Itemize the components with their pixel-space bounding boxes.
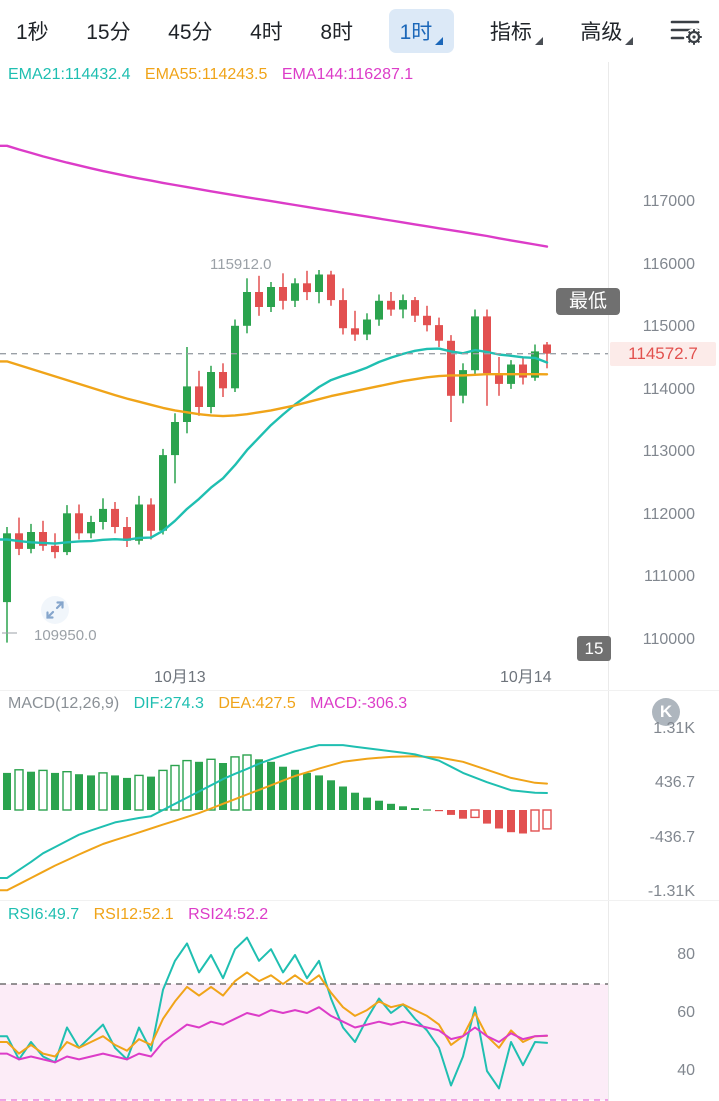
tab-4h[interactable]: 4时 <box>248 9 285 53</box>
last-price-tag: 114572.7 <box>610 342 716 366</box>
price-tick: 110000 <box>642 631 695 648</box>
macd-value: MACD:-306.3 <box>310 695 408 712</box>
price-tick: 117000 <box>642 193 695 210</box>
macd-tick: 1.31K <box>653 720 695 737</box>
tab-indicators[interactable]: 指标 <box>488 9 545 53</box>
tab-1h-selected[interactable]: 1时 <box>388 9 455 53</box>
chevron-corner-icon <box>534 37 543 45</box>
macd-tick: 436.7 <box>654 774 695 791</box>
tab-label: 4时 <box>250 21 283 44</box>
tab-label: 45分 <box>168 21 213 44</box>
price-tick: 111000 <box>643 568 695 585</box>
macd-chart[interactable] <box>0 690 719 900</box>
tab-label: 8时 <box>320 21 354 44</box>
axis-separator-line <box>608 62 609 1101</box>
price-tick: 114000 <box>642 381 695 398</box>
rsi-tick: 40 <box>677 1062 695 1079</box>
macd-legend: MACD(12,26,9) DIF:274.3 DEA:427.5 MACD:-… <box>8 695 417 713</box>
rsi-chart[interactable] <box>0 900 719 1101</box>
expand-arrows-icon <box>41 596 69 624</box>
rsi-legend: RSI6:49.7 RSI12:52.1 RSI24:52.2 <box>8 906 278 924</box>
k-indicator-badge[interactable]: K <box>652 698 680 726</box>
expand-icon[interactable] <box>40 595 70 625</box>
price-tick: 113000 <box>642 443 695 460</box>
tab-label: 高级 <box>580 21 623 44</box>
high-price-label: 115912.0 <box>210 256 272 273</box>
tab-1s[interactable]: 1秒 <box>14 9 51 53</box>
tab-label: 15分 <box>86 21 131 44</box>
chevron-corner-icon <box>625 37 634 45</box>
rsi-tick: 80 <box>677 946 695 963</box>
date-tick: 10月13 <box>154 669 206 686</box>
panel-divider <box>0 900 719 901</box>
tab-15m[interactable]: 15分 <box>84 9 132 53</box>
dif-value: DIF:274.3 <box>133 695 204 712</box>
macd-tick: -1.31K <box>647 883 695 900</box>
macd-title: MACD(12,26,9) <box>8 695 120 712</box>
rsi12-value: RSI12:52.1 <box>93 906 174 923</box>
price-tick: 115000 <box>642 318 695 335</box>
ema-legend: EMA21:114432.4 EMA55:114243.5 EMA144:116… <box>8 66 423 84</box>
low-price-label: 109950.0 <box>34 627 97 644</box>
price-tick: 116000 <box>642 256 695 273</box>
price-tick: 112000 <box>642 506 695 523</box>
tab-label: 指标 <box>489 21 532 44</box>
tab-advanced[interactable]: 高级 <box>578 9 635 53</box>
tab-8h[interactable]: 8时 <box>318 9 355 53</box>
tab-label: 1秒 <box>16 21 49 44</box>
rsi-tick: 60 <box>677 1004 695 1021</box>
lowest-tooltip: 最低 <box>556 288 620 315</box>
date-tick: 10月14 <box>500 669 552 686</box>
indicator-settings-icon[interactable] <box>669 16 705 46</box>
dea-value: DEA:427.5 <box>218 695 296 712</box>
rsi6-value: RSI6:49.7 <box>8 906 80 923</box>
low-price-dash: — <box>2 624 17 641</box>
panel-divider <box>0 690 719 691</box>
tab-label: 1时 <box>399 21 433 44</box>
ema21-value: EMA21:114432.4 <box>8 66 131 83</box>
candlestick-chart[interactable] <box>0 62 719 690</box>
countdown-badge: 15 <box>577 636 611 661</box>
timeframe-toolbar: 1秒 15分 45分 4时 8时 1时 指标 高级 <box>0 0 719 62</box>
tab-45m[interactable]: 45分 <box>166 9 214 53</box>
ema144-value: EMA144:116287.1 <box>281 66 414 83</box>
sliders-gear-icon <box>670 20 703 46</box>
chevron-corner-icon <box>435 37 444 45</box>
macd-tick: -436.7 <box>649 829 695 846</box>
rsi24-value: RSI24:52.2 <box>188 906 269 923</box>
ema55-value: EMA55:114243.5 <box>144 66 268 83</box>
